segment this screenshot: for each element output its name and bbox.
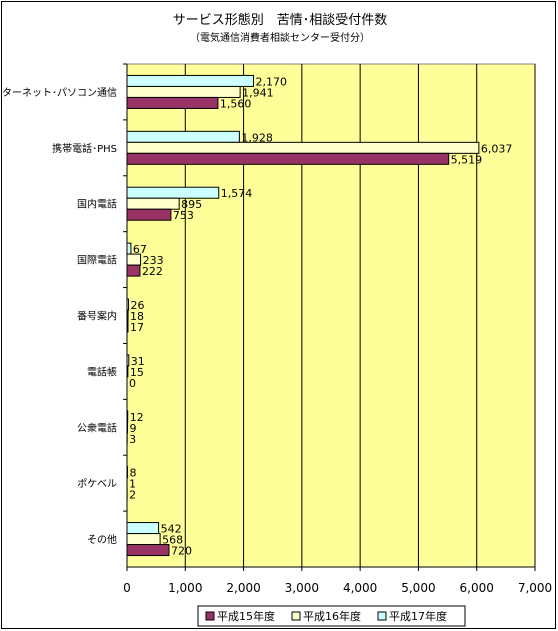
- data-label: 6,037: [481, 142, 513, 155]
- data-label: 1: [129, 478, 136, 491]
- bar: [126, 186, 220, 199]
- x-tick-label: 5,000: [401, 581, 435, 595]
- data-label: 1,941: [242, 86, 274, 99]
- data-label: 753: [173, 209, 194, 222]
- legend-label: 平成15年度: [217, 609, 275, 623]
- bar: [126, 320, 129, 333]
- category-label: その他: [87, 533, 117, 546]
- data-label: 2: [129, 489, 136, 502]
- bar: [126, 264, 141, 277]
- category-label: 電話帳: [87, 365, 117, 378]
- data-label: 31: [131, 355, 145, 368]
- bar: [126, 141, 480, 154]
- data-label: 5,519: [451, 153, 483, 166]
- bar: [126, 410, 129, 423]
- data-label: 2,170: [255, 75, 286, 88]
- data-label: 12: [130, 411, 144, 424]
- legend-label: 平成17年度: [389, 609, 447, 623]
- legend: 平成15年度 平成16年度 平成17年度: [197, 605, 466, 627]
- bar: [126, 522, 160, 535]
- bar: [126, 365, 129, 378]
- data-label: 0: [129, 377, 136, 390]
- bar: [126, 533, 161, 546]
- plot-area: 0 1,000 2,000 3,000 4,000 5,000 6,000 7,000 インター…: [2, 63, 552, 595]
- data-label: 15: [130, 366, 144, 379]
- x-tick-label: 4,000: [343, 581, 377, 595]
- data-label: 568: [162, 534, 183, 547]
- x-tick-label: 1,000: [168, 581, 202, 595]
- category-label: インターネット･パソコン通信: [2, 87, 117, 99]
- x-tick-label: 6,000: [460, 581, 494, 595]
- x-tick-label: 2,000: [226, 581, 260, 595]
- legend-swatch: [205, 611, 215, 621]
- data-label: 26: [131, 299, 145, 312]
- bar: [126, 544, 170, 557]
- chart-subtitle: （電気通信消費者相談センター受付分）: [190, 31, 370, 44]
- bar: [126, 421, 129, 434]
- category-label: ポケベル: [77, 478, 117, 490]
- chart-title: サービス形態別 苦情･相談受付件数: [173, 12, 388, 28]
- data-label: 18: [130, 310, 144, 323]
- data-label: 1,574: [221, 187, 253, 200]
- category-label: 公衆電話: [77, 421, 117, 434]
- legend-box: [197, 605, 466, 627]
- bar: [126, 74, 254, 87]
- category-label: 番号案内: [77, 310, 117, 323]
- data-label: 222: [142, 265, 163, 278]
- data-label: 720: [171, 545, 192, 558]
- legend-label: 平成16年度: [303, 609, 361, 623]
- data-label: 895: [181, 198, 202, 211]
- data-label: 1,928: [241, 131, 273, 144]
- bar: [126, 130, 240, 143]
- x-tick-label: 3,000: [285, 581, 319, 595]
- category-label: 国際電話: [77, 254, 117, 267]
- data-label: 9: [130, 422, 137, 435]
- data-label: 233: [143, 254, 164, 267]
- category-label: 携帯電話･PHS: [52, 142, 117, 155]
- bar: [126, 208, 172, 221]
- bar: [126, 85, 241, 98]
- data-label: 1,560: [220, 97, 252, 110]
- data-label: 3: [129, 433, 136, 446]
- bar: [126, 298, 130, 311]
- bar: [126, 253, 142, 266]
- data-label: 17: [130, 321, 144, 334]
- legend-swatch: [377, 611, 387, 621]
- category-label: 国内電話: [77, 198, 117, 211]
- data-label: 8: [129, 467, 136, 480]
- legend-swatch: [291, 611, 301, 621]
- bar: [126, 354, 130, 367]
- bar: [126, 96, 219, 109]
- data-label: 67: [133, 243, 147, 256]
- bar: [126, 309, 129, 322]
- x-tick-label: 7,000: [518, 581, 552, 595]
- bar: [126, 197, 180, 210]
- data-label: 542: [161, 523, 182, 536]
- bar: [126, 152, 450, 165]
- bar: [126, 242, 132, 255]
- x-tick-label: 0: [123, 581, 131, 595]
